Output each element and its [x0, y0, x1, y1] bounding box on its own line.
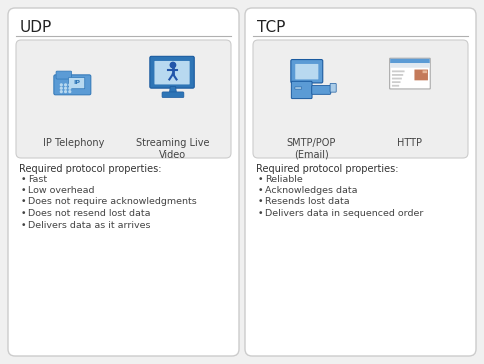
- FancyBboxPatch shape: [392, 71, 405, 72]
- FancyBboxPatch shape: [150, 56, 194, 88]
- FancyBboxPatch shape: [392, 85, 399, 87]
- Text: IP Telephony: IP Telephony: [44, 138, 105, 148]
- FancyBboxPatch shape: [390, 59, 430, 63]
- FancyBboxPatch shape: [390, 63, 430, 68]
- FancyBboxPatch shape: [414, 70, 428, 80]
- FancyBboxPatch shape: [392, 81, 400, 83]
- FancyBboxPatch shape: [56, 71, 72, 79]
- Text: Reliable: Reliable: [265, 174, 303, 183]
- FancyBboxPatch shape: [390, 58, 430, 89]
- Text: Acknowledges data: Acknowledges data: [265, 186, 358, 195]
- FancyBboxPatch shape: [68, 78, 85, 89]
- Text: SMTP/POP
(Email): SMTP/POP (Email): [287, 138, 336, 159]
- FancyBboxPatch shape: [392, 78, 402, 79]
- Text: •: •: [258, 186, 263, 195]
- Text: •: •: [21, 174, 27, 183]
- Circle shape: [60, 91, 62, 92]
- Text: Low overhead: Low overhead: [28, 186, 94, 195]
- Circle shape: [60, 87, 62, 89]
- Text: Delivers data in sequenced order: Delivers data in sequenced order: [265, 209, 424, 218]
- Text: HTTP: HTTP: [397, 138, 423, 148]
- Text: Does not require acknowledgments: Does not require acknowledgments: [28, 198, 197, 206]
- Text: •: •: [258, 209, 263, 218]
- Circle shape: [60, 84, 62, 86]
- FancyBboxPatch shape: [162, 92, 184, 98]
- Circle shape: [65, 91, 66, 92]
- FancyBboxPatch shape: [154, 61, 190, 84]
- FancyBboxPatch shape: [392, 74, 403, 76]
- FancyBboxPatch shape: [295, 87, 302, 89]
- Text: Resends lost data: Resends lost data: [265, 198, 349, 206]
- Polygon shape: [169, 87, 177, 94]
- Text: IP: IP: [73, 80, 80, 85]
- FancyBboxPatch shape: [291, 60, 323, 83]
- Circle shape: [65, 87, 66, 89]
- Text: •: •: [21, 186, 27, 195]
- FancyBboxPatch shape: [245, 8, 476, 356]
- Text: TCP: TCP: [257, 20, 286, 35]
- Text: •: •: [258, 174, 263, 183]
- Circle shape: [170, 62, 176, 68]
- FancyBboxPatch shape: [54, 75, 91, 95]
- FancyBboxPatch shape: [8, 8, 239, 356]
- Text: •: •: [21, 198, 27, 206]
- Circle shape: [69, 84, 71, 86]
- Text: •: •: [21, 209, 27, 218]
- Text: Required protocol properties:: Required protocol properties:: [256, 164, 398, 174]
- FancyBboxPatch shape: [295, 64, 318, 79]
- FancyBboxPatch shape: [312, 86, 331, 94]
- FancyBboxPatch shape: [16, 40, 231, 158]
- Text: •: •: [258, 198, 263, 206]
- Text: Does not resend lost data: Does not resend lost data: [28, 209, 151, 218]
- Text: Required protocol properties:: Required protocol properties:: [19, 164, 162, 174]
- Circle shape: [69, 87, 71, 89]
- FancyBboxPatch shape: [253, 40, 468, 158]
- Text: Streaming Live
Video: Streaming Live Video: [136, 138, 210, 159]
- FancyBboxPatch shape: [330, 83, 336, 92]
- Circle shape: [65, 84, 66, 86]
- Text: Fast: Fast: [28, 174, 47, 183]
- Text: Delivers data as it arrives: Delivers data as it arrives: [28, 221, 151, 229]
- Text: •: •: [21, 221, 27, 229]
- Text: UDP: UDP: [20, 20, 52, 35]
- FancyBboxPatch shape: [291, 81, 312, 99]
- FancyBboxPatch shape: [423, 71, 427, 73]
- Circle shape: [69, 91, 71, 92]
